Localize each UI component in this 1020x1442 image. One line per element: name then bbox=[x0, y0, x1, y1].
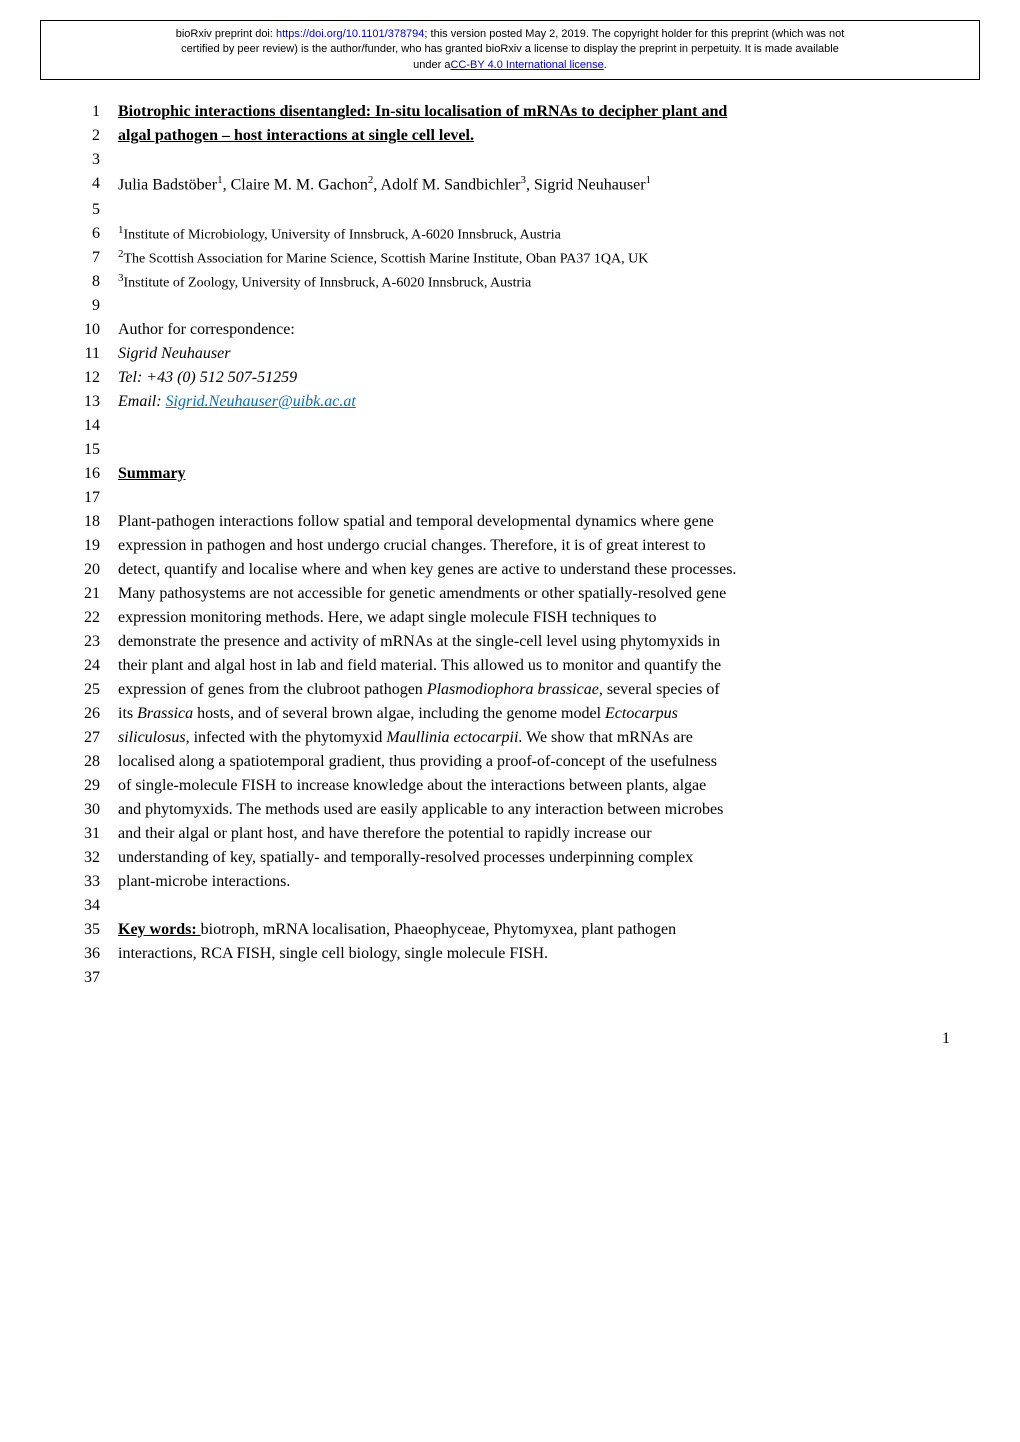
summary-line: detect, quantify and localise where and … bbox=[118, 558, 950, 582]
summary-line: Plant-pathogen interactions follow spati… bbox=[118, 510, 950, 534]
keywords-text: biotroph, mRNA localisation, Phaeophycea… bbox=[201, 921, 676, 938]
header-line3: under aCC-BY 4.0 International license. bbox=[51, 58, 969, 73]
line-number: 21 bbox=[70, 582, 100, 606]
correspondence-name: Sigrid Neuhauser bbox=[118, 342, 950, 366]
summary-line: understanding of key, spatially- and tem… bbox=[118, 846, 950, 870]
line-number: 24 bbox=[70, 654, 100, 678]
correspondence-label: Author for correspondence: bbox=[118, 318, 950, 342]
header-line2: certified by peer review) is the author/… bbox=[51, 42, 969, 57]
author: , Claire M. M. Gachon bbox=[223, 177, 368, 194]
affiliation-text: Institute of Microbiology, University of… bbox=[124, 227, 561, 242]
line-number: 25 bbox=[70, 678, 100, 702]
author: , Adolf M. Sandbichler bbox=[373, 177, 520, 194]
line-number: 4 bbox=[70, 172, 100, 196]
header-mid: ; this version posted May 2, 2019. The c… bbox=[424, 28, 844, 40]
summary-line: expression monitoring methods. Here, we … bbox=[118, 606, 950, 630]
line-number: 1 bbox=[70, 100, 100, 124]
line-number: 10 bbox=[70, 318, 100, 342]
line-number: 27 bbox=[70, 726, 100, 750]
affiliation-1: 1Institute of Microbiology, University o… bbox=[118, 222, 950, 246]
summary-line: Many pathosystems are not accessible for… bbox=[118, 582, 950, 606]
line-number: 16 bbox=[70, 462, 100, 486]
line-number: 12 bbox=[70, 366, 100, 390]
document-body: 1 Biotrophic interactions disentangled: I… bbox=[70, 100, 950, 989]
line-number: 33 bbox=[70, 870, 100, 894]
line-number: 6 bbox=[70, 222, 100, 246]
summary-line: expression in pathogen and host undergo … bbox=[118, 534, 950, 558]
line-number: 19 bbox=[70, 534, 100, 558]
header-pre: bioRxiv preprint doi: bbox=[176, 28, 276, 40]
line-number: 13 bbox=[70, 390, 100, 414]
keywords-line2: interactions, RCA FISH, single cell biol… bbox=[118, 942, 950, 966]
line-number: 14 bbox=[70, 414, 100, 438]
preprint-header: bioRxiv preprint doi: https://doi.org/10… bbox=[40, 20, 980, 80]
header-line3-post: . bbox=[604, 59, 607, 71]
title-line2: algal pathogen – host interactions at si… bbox=[118, 127, 474, 144]
email-link[interactable]: Sigrid.Neuhauser@uibk.ac.at bbox=[166, 393, 356, 410]
keywords-line: Key words: biotroph, mRNA localisation, … bbox=[118, 918, 950, 942]
summary-line: its Brassica hosts, and of several brown… bbox=[118, 702, 950, 726]
line-number: 18 bbox=[70, 510, 100, 534]
line-number: 28 bbox=[70, 750, 100, 774]
line-number: 23 bbox=[70, 630, 100, 654]
line-number: 8 bbox=[70, 270, 100, 294]
summary-line: expression of genes from the clubroot pa… bbox=[118, 678, 950, 702]
line-number: 11 bbox=[70, 342, 100, 366]
keywords-label: Key words: bbox=[118, 921, 201, 938]
affiliation-3: 3Institute of Zoology, University of Inn… bbox=[118, 270, 950, 294]
line-number: 17 bbox=[70, 486, 100, 510]
email-label: Email: bbox=[118, 393, 166, 410]
summary-line: their plant and algal host in lab and fi… bbox=[118, 654, 950, 678]
line-number: 29 bbox=[70, 774, 100, 798]
doi-link[interactable]: https://doi.org/10.1101/378794 bbox=[276, 28, 424, 40]
affil-sup: 1 bbox=[646, 174, 652, 186]
header-line1: bioRxiv preprint doi: https://doi.org/10… bbox=[51, 27, 969, 42]
line-number: 15 bbox=[70, 438, 100, 462]
author: Julia Badstöber bbox=[118, 177, 217, 194]
line-number: 3 bbox=[70, 148, 100, 172]
correspondence-tel: Tel: +43 (0) 512 507-51259 bbox=[118, 366, 950, 390]
line-number: 34 bbox=[70, 894, 100, 918]
summary-line: plant-microbe interactions. bbox=[118, 870, 950, 894]
correspondence-email-line: Email: Sigrid.Neuhauser@uibk.ac.at bbox=[118, 390, 950, 414]
license-link[interactable]: CC-BY 4.0 International license bbox=[450, 59, 603, 71]
line-number: 31 bbox=[70, 822, 100, 846]
summary-line: and their algal or plant host, and have … bbox=[118, 822, 950, 846]
summary-line: of single-molecule FISH to increase know… bbox=[118, 774, 950, 798]
line-number: 9 bbox=[70, 294, 100, 318]
line-number: 36 bbox=[70, 942, 100, 966]
line-number: 2 bbox=[70, 124, 100, 148]
header-line3-pre: under a bbox=[413, 59, 450, 71]
summary-line: and phytomyxids. The methods used are ea… bbox=[118, 798, 950, 822]
line-number: 30 bbox=[70, 798, 100, 822]
line-number: 7 bbox=[70, 246, 100, 270]
summary-line: demonstrate the presence and activity of… bbox=[118, 630, 950, 654]
line-number: 35 bbox=[70, 918, 100, 942]
line-number: 32 bbox=[70, 846, 100, 870]
title-line1: Biotrophic interactions disentangled: In… bbox=[118, 103, 727, 120]
line-number: 26 bbox=[70, 702, 100, 726]
affiliation-2: 2The Scottish Association for Marine Sci… bbox=[118, 246, 950, 270]
affiliation-text: The Scottish Association for Marine Scie… bbox=[124, 251, 649, 266]
authors-line: Julia Badstöber1, Claire M. M. Gachon2, … bbox=[118, 172, 950, 197]
author: , Sigrid Neuhauser bbox=[526, 177, 646, 194]
summary-line: localised along a spatiotemporal gradien… bbox=[118, 750, 950, 774]
summary-heading: Summary bbox=[118, 465, 186, 482]
line-number: 20 bbox=[70, 558, 100, 582]
line-number: 22 bbox=[70, 606, 100, 630]
line-number: 5 bbox=[70, 198, 100, 222]
page-number: 1 bbox=[0, 1030, 950, 1048]
summary-line: siliculosus, infected with the phytomyxi… bbox=[118, 726, 950, 750]
line-number: 37 bbox=[70, 966, 100, 990]
affiliation-text: Institute of Zoology, University of Inns… bbox=[124, 275, 532, 290]
